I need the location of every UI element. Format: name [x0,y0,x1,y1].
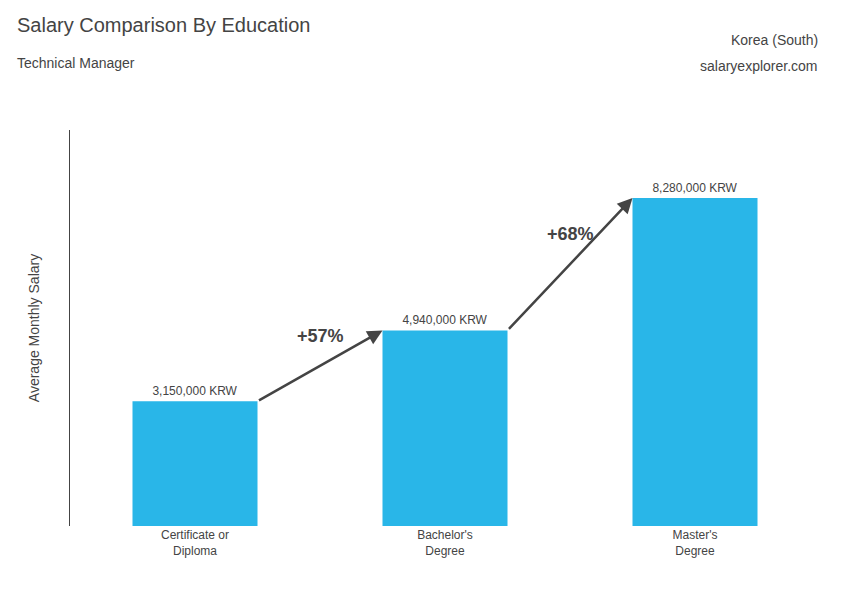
svg-text:Korea (South): Korea (South) [731,32,818,48]
svg-text:salaryexplorer.com: salaryexplorer.com [700,58,818,74]
svg-text:+68%: +68% [547,224,594,244]
svg-text:Certificate orDiploma: Certificate orDiploma [161,528,229,558]
svg-text:4,940,000 KRW: 4,940,000 KRW [402,313,487,327]
svg-text:8,280,000 KRW: 8,280,000 KRW [652,181,737,195]
svg-text:+57%: +57% [297,326,344,346]
svg-text:Master'sDegree: Master'sDegree [673,528,718,558]
svg-text:Salary Comparison By Education: Salary Comparison By Education [17,14,310,36]
svg-text:Average Monthly Salary: Average Monthly Salary [26,254,42,402]
svg-text:Technical Manager: Technical Manager [17,55,135,71]
svg-text:3,150,000 KRW: 3,150,000 KRW [152,384,237,398]
svg-text:Bachelor'sDegree: Bachelor'sDegree [417,528,473,558]
